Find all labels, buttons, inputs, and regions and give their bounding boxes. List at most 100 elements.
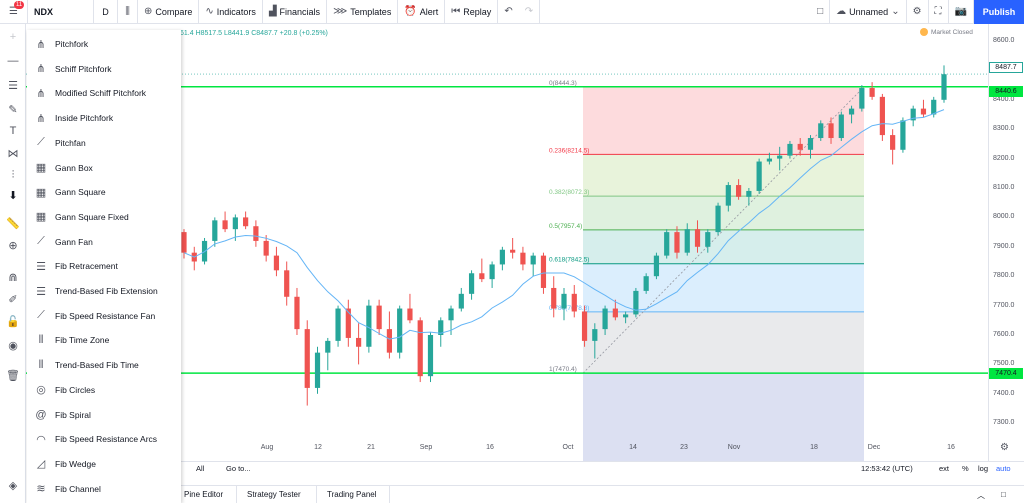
chart-style-button[interactable]: ⫼: [118, 0, 138, 24]
candle-body: [910, 108, 916, 121]
lock-drawings-tool[interactable]: 🔓: [0, 312, 26, 330]
extended-hours-toggle[interactable]: ext: [939, 464, 950, 473]
price-chart[interactable]: 0(8444.3) 0.236(8214.5) 0.382(8072.3) 0.5(7…: [26, 24, 988, 461]
menu-item-fib-circles[interactable]: ◎ Fib Circles: [27, 379, 181, 401]
range-all-button[interactable]: All: [196, 464, 205, 473]
menu-item-fib-retracement[interactable]: ☰ Fib Retracement: [27, 255, 181, 277]
chevron-down-icon: ⌄: [891, 6, 900, 17]
time-axis[interactable]: Aug 12 21 Sep 16 Oct 14 23 Nov 18 Dec 16: [181, 440, 988, 460]
tab-strategy-tester[interactable]: Strategy Tester: [247, 490, 301, 499]
crosshair-tool[interactable]: +: [0, 28, 26, 46]
percent-scale-toggle[interactable]: %: [962, 464, 969, 473]
hide-drawings-tool[interactable]: ◉: [0, 336, 26, 354]
line-icon: —: [7, 55, 19, 67]
tab-pine-editor[interactable]: Pine Editor: [184, 490, 224, 499]
candle-body: [212, 220, 218, 241]
candle-body: [284, 270, 290, 297]
goto-date-button[interactable]: Go to...: [226, 464, 251, 473]
menu-item-gann-box[interactable]: ▦ Gann Box: [27, 157, 181, 179]
hamburger-icon: ☰: [9, 6, 18, 17]
menu-item-modified-schiff-pitchfork[interactable]: ⋔ Modified Schiff Pitchfork: [27, 82, 181, 104]
menu-item-fib-time-zone[interactable]: ⦀ Fib Time Zone: [27, 329, 181, 351]
chart-pane[interactable]: 0(8444.3) 0.236(8214.5) 0.382(8072.3) 0.5(7…: [26, 24, 988, 461]
candle-body: [920, 108, 927, 115]
market-status-label: Market Closed: [931, 28, 973, 36]
clock-readout[interactable]: 12:53:42 (UTC): [861, 464, 913, 473]
pencil-lock-icon: ✐: [8, 293, 18, 306]
auto-scale-toggle[interactable]: auto: [996, 464, 1011, 473]
tab-divider: [236, 486, 237, 503]
candle-body: [602, 308, 608, 330]
candle-body: [735, 185, 742, 197]
price-label: 8400.0: [993, 95, 1015, 103]
menu-item-schiff-pitchfork[interactable]: ⋔ Schiff Pitchfork: [27, 58, 181, 80]
collapse-panel-button[interactable]: ︿: [977, 490, 985, 501]
undo-button[interactable]: ↶: [498, 0, 518, 24]
pattern-tool[interactable]: ⋈: [0, 144, 26, 162]
fullscreen-button[interactable]: ⛶: [929, 0, 949, 24]
save-layout-button[interactable]: ☁ Unnamed ⌄: [830, 0, 907, 24]
menu-item-fib-channel[interactable]: ≋ Fib Channel: [27, 478, 181, 500]
menu-item-gann-square-fixed[interactable]: ▦ Gann Square Fixed: [27, 206, 181, 228]
menu-item-inside-pitchfork[interactable]: ⋔ Inside Pitchfork: [27, 107, 181, 129]
price-axis[interactable]: 8600.08500.08400.08300.08200.08100.08000…: [988, 24, 1024, 461]
indicators-button[interactable]: ∿ Indicators: [199, 0, 263, 24]
settings-button[interactable]: ⚙: [907, 0, 929, 24]
candle-body: [386, 329, 393, 353]
brush-tool[interactable]: ✎: [0, 100, 26, 118]
time-label: Sep: [419, 444, 433, 451]
magnet-tool[interactable]: ⋒: [0, 268, 26, 286]
fib-level-label: 0.5(7957.4): [549, 223, 582, 230]
alert-button[interactable]: ⏰ Alert: [398, 0, 446, 24]
menu-item-pitchfan[interactable]: ⟋ Pitchfan: [27, 132, 181, 154]
fib-tool[interactable]: ☰: [0, 76, 26, 94]
menu-item-trend-fib-time[interactable]: ⦀ Trend-Based Fib Time: [27, 354, 181, 376]
candle-body: [612, 308, 618, 318]
financials-button[interactable]: ▟ Financials: [263, 0, 328, 24]
tab-divider: [316, 486, 317, 503]
text-tool[interactable]: T: [0, 122, 26, 140]
candle-body: [294, 296, 300, 330]
menu-item-fib-arcs[interactable]: ◠ Fib Speed Resistance Arcs: [27, 428, 181, 450]
publish-button[interactable]: Publish: [974, 0, 1024, 24]
indicators-icon: ∿: [205, 6, 214, 17]
compare-button[interactable]: ⊕ Compare: [138, 0, 200, 24]
menu-item-label: Fib Channel: [55, 483, 101, 494]
stay-drawing-tool[interactable]: ✐: [0, 290, 26, 308]
candle-body: [232, 217, 238, 230]
redo-button[interactable]: ↷: [519, 0, 541, 24]
prediction-tool[interactable]: ⫶: [0, 166, 26, 184]
templates-icon: ⋙: [333, 6, 348, 17]
layout-toggle-button[interactable]: □: [811, 0, 831, 24]
menu-item-gann-square[interactable]: ▦ Gann Square: [27, 181, 181, 203]
tab-trading-panel[interactable]: Trading Panel: [327, 490, 377, 499]
menu-item-trend-fib-extension[interactable]: ☰ Trend-Based Fib Extension: [27, 280, 181, 302]
menu-item-label: Fib Speed Resistance Arcs: [55, 434, 158, 445]
zoom-tool[interactable]: ⊕: [0, 236, 26, 254]
snapshot-button[interactable]: 📷: [949, 0, 974, 24]
remove-drawings-tool[interactable]: 🗑: [0, 366, 26, 384]
interval-button[interactable]: D: [94, 0, 118, 24]
menu-item-fib-spiral[interactable]: @ Fib Spiral: [27, 404, 181, 426]
menu-item-label: Trend-Based Fib Extension: [55, 286, 158, 296]
maximize-panel-button[interactable]: □: [1001, 490, 1006, 499]
menu-item-fib-wedge[interactable]: ◿ Fib Wedge: [27, 453, 181, 475]
menu-item-pitchfork[interactable]: ⋔ Pitchfork: [27, 33, 181, 55]
alert-label: Alert: [419, 6, 439, 17]
menu-item-gann-fan[interactable]: ⟋ Gann Fan: [27, 231, 181, 253]
trend-line-tool[interactable]: —: [0, 52, 26, 70]
log-scale-toggle[interactable]: log: [978, 464, 989, 473]
icon-tool[interactable]: ⬇: [0, 186, 26, 204]
templates-button[interactable]: ⋙ Templates: [327, 0, 399, 24]
pattern-icon: ⋈: [7, 147, 19, 160]
measure-tool[interactable]: 📏: [0, 214, 26, 232]
axis-settings-button[interactable]: ⚙: [1000, 442, 1009, 453]
symbol-search-button[interactable]: NDX: [28, 0, 94, 24]
main-menu-button[interactable]: ☰ 11: [0, 0, 28, 24]
menu-item-fib-speed-fan[interactable]: ⟋ Fib Speed Resistance Fan: [27, 305, 181, 327]
time-label: 23: [680, 444, 688, 451]
time-label: 16: [486, 444, 494, 451]
replay-button[interactable]: ⏮ Replay: [445, 0, 499, 24]
candle-body: [746, 190, 752, 197]
object-tree-tool[interactable]: ◈: [0, 476, 26, 494]
